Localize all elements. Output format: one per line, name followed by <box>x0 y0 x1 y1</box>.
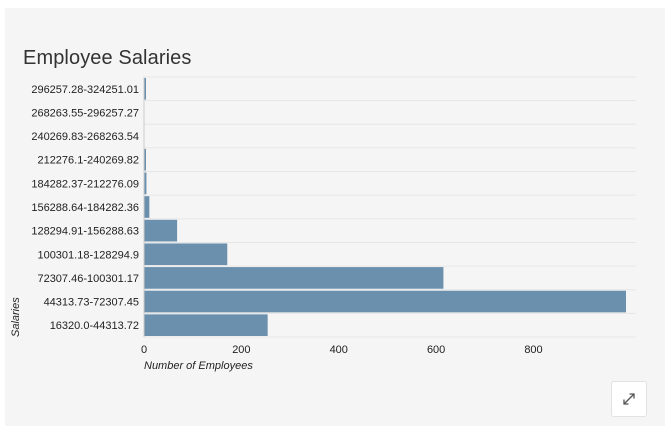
x-tick-label: 600 <box>427 344 445 356</box>
y-tick-label: 128294.91-156288.63 <box>31 226 139 238</box>
bar[interactable] <box>144 148 146 171</box>
y-tick-label: 100301.18-128294.9 <box>37 249 139 261</box>
expand-arrows-icon <box>623 393 635 405</box>
x-tick-label: 800 <box>524 344 542 356</box>
chart-title: Employee Salaries <box>23 47 192 69</box>
y-tick-label: 240269.83-268263.54 <box>31 131 139 143</box>
bar[interactable] <box>144 290 626 313</box>
bar[interactable] <box>144 267 444 289</box>
y-tick-label: 16320.0-44313.72 <box>50 320 139 332</box>
x-tick-label: 200 <box>232 344 250 356</box>
y-tick-label: 296257.28-324251.01 <box>31 84 139 96</box>
bar[interactable] <box>144 196 150 218</box>
bar[interactable] <box>144 219 178 242</box>
y-axis-title: Salaries <box>10 297 22 337</box>
y-tick-label: 268263.55-296257.27 <box>31 107 139 119</box>
y-tick-label: 72307.46-100301.17 <box>37 273 139 285</box>
bars <box>144 78 626 336</box>
x-axis-title: Number of Employees <box>144 360 253 372</box>
y-tick-label: 184282.37-212276.09 <box>31 178 139 190</box>
x-tick-label: 0 <box>141 344 147 356</box>
chart-panel <box>5 8 665 426</box>
y-tick-label: 212276.1-240269.82 <box>37 155 139 167</box>
bar[interactable] <box>144 78 146 100</box>
y-tick-label: 156288.64-184282.36 <box>31 202 139 214</box>
expand-button[interactable] <box>611 381 647 417</box>
bar[interactable] <box>144 243 228 266</box>
bar[interactable] <box>144 314 268 336</box>
x-tick-label: 400 <box>330 344 348 356</box>
x-tick-labels: 0 200 400 600 800 <box>141 344 543 356</box>
y-tick-labels: 16320.0-44313.72 44313.73-72307.45 72307.4… <box>31 84 139 332</box>
bar[interactable] <box>144 172 147 195</box>
grid-lines <box>144 76 636 338</box>
y-tick-label: 44313.73-72307.45 <box>44 297 139 309</box>
